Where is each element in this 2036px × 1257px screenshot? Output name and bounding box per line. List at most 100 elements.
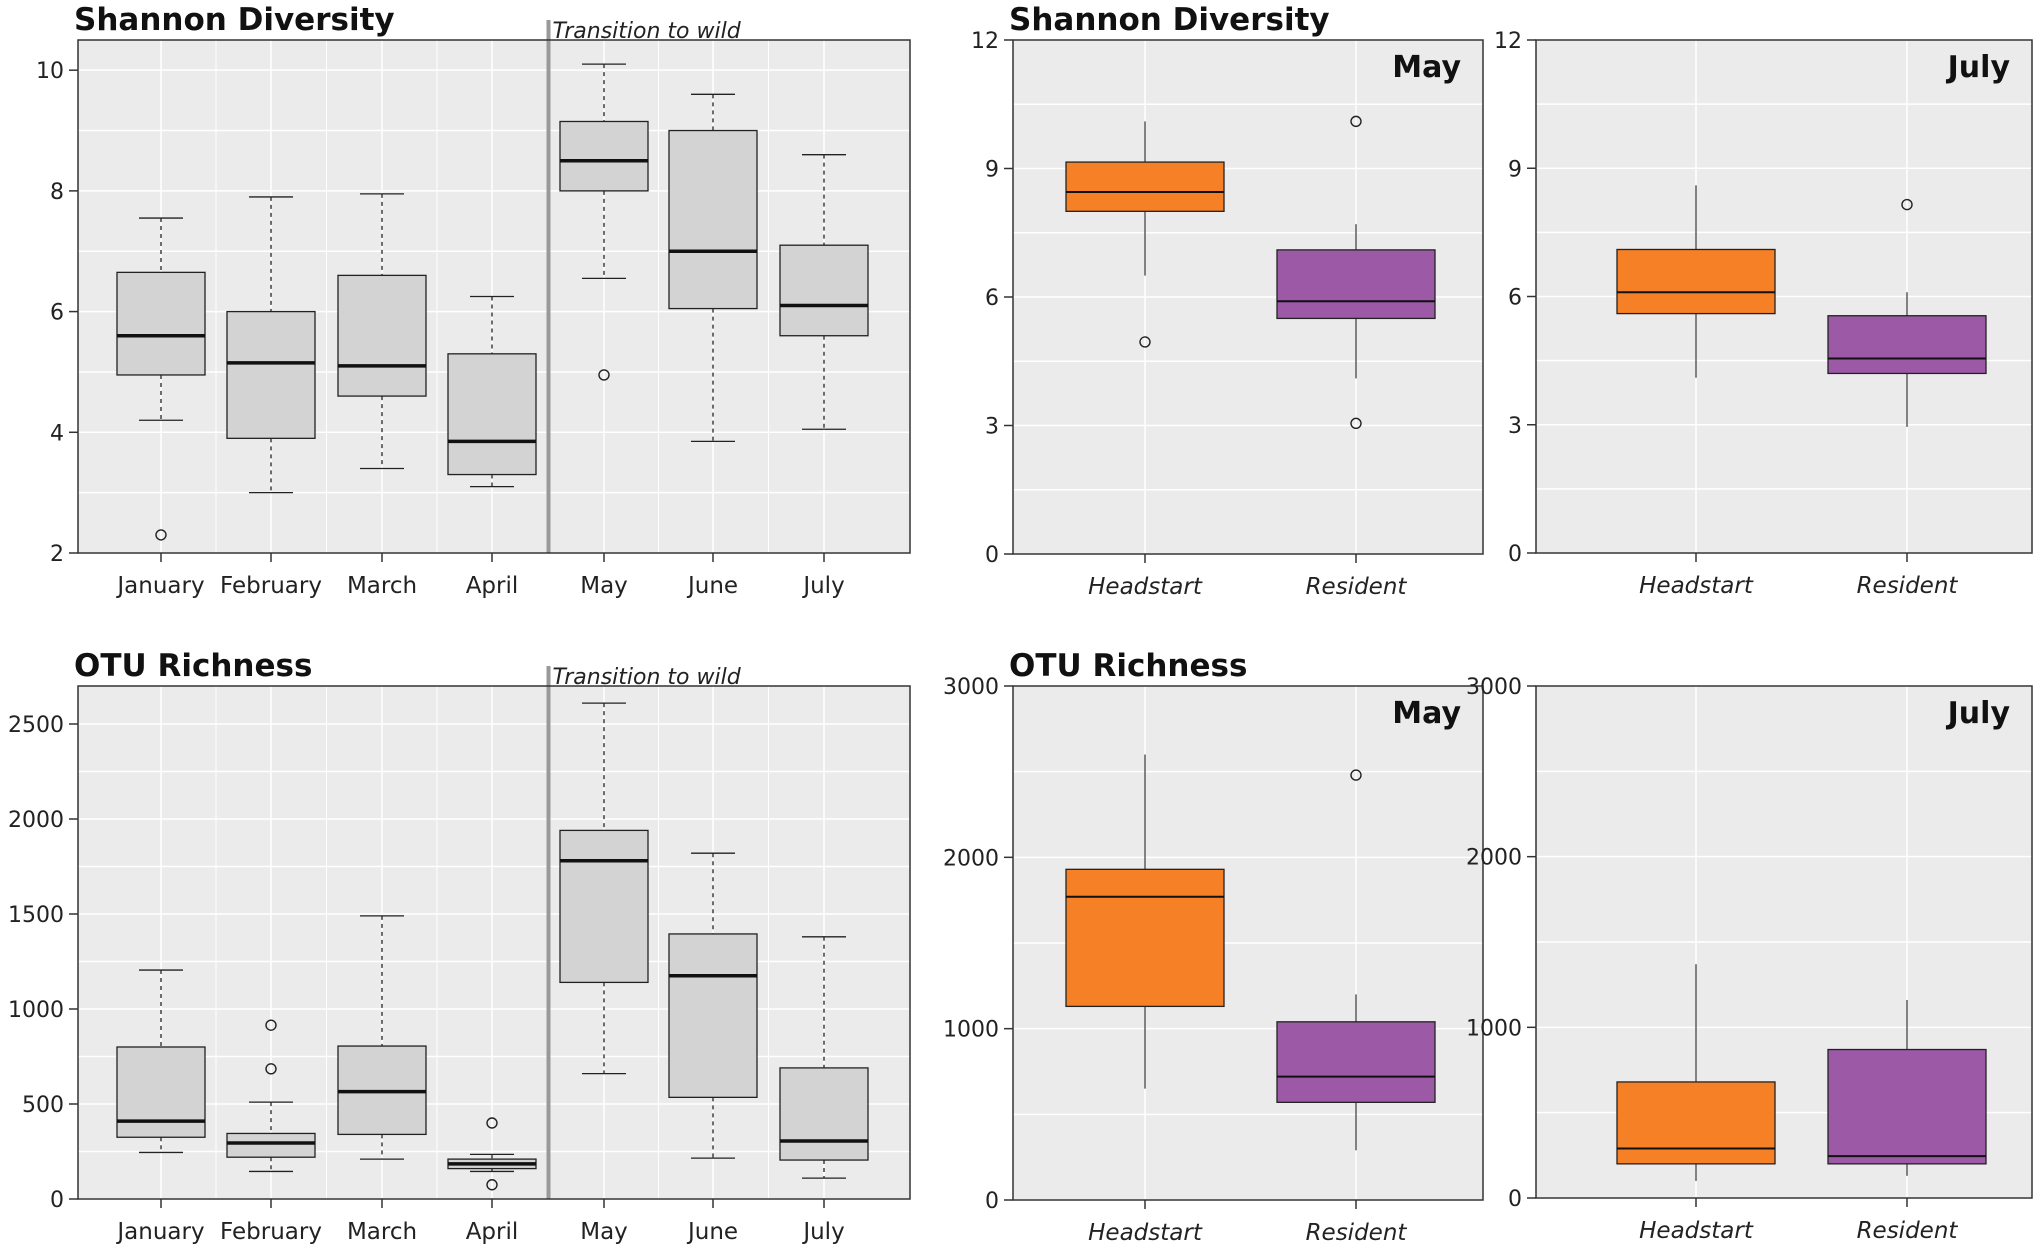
- outlier-point: [1139, 336, 1151, 348]
- box-july: [779, 936, 869, 1179]
- y-tick-label: 6: [1508, 286, 1522, 311]
- panel-month-label: July: [1946, 50, 2011, 85]
- box-iqr: [559, 829, 649, 984]
- box-resident: [1276, 769, 1436, 1151]
- outlier-point: [1350, 417, 1362, 430]
- x-category-label: Headstart: [1639, 573, 1754, 599]
- x-category-label: June: [686, 573, 738, 599]
- outlier-point: [1350, 115, 1362, 128]
- box-resident: [1827, 198, 1987, 427]
- outlier-point: [486, 1117, 498, 1129]
- box-iqr: [559, 120, 649, 192]
- x-category-label: March: [347, 573, 417, 599]
- outlier-point: [265, 1063, 277, 1075]
- y-tick-label: 2000: [8, 808, 64, 833]
- box-resident: [1276, 115, 1436, 430]
- outlier-point: [265, 1019, 277, 1031]
- box-iqr: [1276, 249, 1436, 320]
- y-tick-label: 6: [50, 301, 64, 326]
- y-tick-label: 6: [985, 286, 999, 311]
- outlier-point: [1350, 769, 1362, 781]
- box-may: [559, 702, 649, 1075]
- box-resident: [1827, 1000, 1987, 1176]
- box-july: [779, 154, 869, 430]
- x-category-label: June: [686, 1219, 738, 1245]
- panel-month-label: May: [1392, 50, 1461, 85]
- box-headstart: [1065, 121, 1225, 348]
- y-tick-label: 0: [1508, 542, 1522, 567]
- chart-title: Shannon Diversity: [1009, 2, 1330, 38]
- x-category-label: April: [466, 1219, 519, 1245]
- box-january: [116, 217, 206, 541]
- y-tick-label: 9: [985, 158, 999, 183]
- y-tick-label: 1500: [8, 903, 64, 928]
- chart-title: OTU Richness: [1009, 648, 1247, 684]
- y-tick-label: 0: [985, 543, 999, 568]
- y-tick-label: 1000: [1466, 1016, 1522, 1041]
- chart-shannon-july: 0 3 6 9 12 Headstart Resident July: [1494, 29, 2033, 599]
- x-category-label: April: [466, 573, 519, 599]
- y-tick-label: 1000: [8, 998, 64, 1023]
- y-tick-label: 0: [985, 1189, 999, 1214]
- y-tick-label: 500: [22, 1093, 64, 1118]
- x-category-label: Resident: [1857, 573, 1959, 599]
- panel-month-label: July: [1946, 696, 2011, 731]
- x-category-label: February: [220, 1219, 322, 1245]
- box-iqr: [1616, 248, 1776, 315]
- box-headstart: [1065, 754, 1225, 1089]
- x-category-label: Resident: [1306, 1220, 1408, 1246]
- y-tick-label: 9: [1508, 157, 1522, 182]
- y-tick-label: 0: [1508, 1187, 1522, 1212]
- x-category-label: Headstart: [1088, 574, 1203, 600]
- x-category-label: February: [220, 573, 322, 599]
- box-may: [559, 63, 649, 381]
- outlier-point: [1901, 198, 1913, 211]
- box-iqr: [668, 933, 758, 1099]
- y-tick-label: 12: [971, 29, 999, 54]
- y-tick-label: 8: [50, 180, 64, 205]
- outlier-point: [598, 369, 610, 381]
- box-iqr: [1065, 868, 1225, 1008]
- box-iqr: [337, 274, 427, 397]
- box-iqr: [1065, 161, 1225, 212]
- box-headstart: [1616, 185, 1776, 378]
- x-category-label: Headstart: [1639, 1218, 1754, 1244]
- box-april: [447, 1117, 537, 1191]
- y-tick-label: 2: [50, 542, 64, 567]
- chart-otu-monthly: Transition to wild05001000150020002500Ja…: [8, 648, 911, 1245]
- x-category-label: January: [115, 1219, 204, 1245]
- outlier-point: [486, 1179, 498, 1191]
- box-iqr: [226, 1132, 316, 1158]
- panel-month-label: May: [1392, 696, 1461, 731]
- outlier-point: [155, 529, 167, 541]
- box-march: [337, 915, 427, 1160]
- y-tick-label: 4: [50, 421, 64, 446]
- box-iqr: [1827, 1048, 1987, 1165]
- box-iqr: [1276, 1021, 1436, 1103]
- y-tick-label: 2000: [1466, 846, 1522, 871]
- plot-frame: [1535, 685, 2033, 1199]
- box-iqr: [116, 1046, 206, 1138]
- chart-otu-july: 0 1000 2000 3000 Headstart Resident July: [1466, 675, 2033, 1244]
- box-april: [447, 295, 537, 488]
- plot-frame: [77, 685, 911, 1200]
- box-iqr: [668, 129, 758, 310]
- x-category-label: March: [347, 1219, 417, 1245]
- x-category-label: May: [580, 1219, 628, 1245]
- plot-frame: [1012, 685, 1484, 1201]
- box-headstart: [1616, 964, 1776, 1181]
- chart-title: OTU Richness: [74, 648, 312, 684]
- box-june: [668, 93, 758, 442]
- box-february: [226, 1019, 316, 1173]
- y-tick-label: 0: [50, 1188, 64, 1213]
- y-tick-label: 3000: [1466, 675, 1522, 700]
- y-tick-label: 3000: [943, 675, 999, 700]
- box-iqr: [779, 244, 869, 337]
- box-iqr: [1616, 1081, 1776, 1165]
- box-iqr: [116, 271, 206, 376]
- box-iqr: [226, 310, 316, 439]
- box-january: [116, 969, 206, 1154]
- box-march: [337, 193, 427, 470]
- x-category-label: May: [580, 573, 628, 599]
